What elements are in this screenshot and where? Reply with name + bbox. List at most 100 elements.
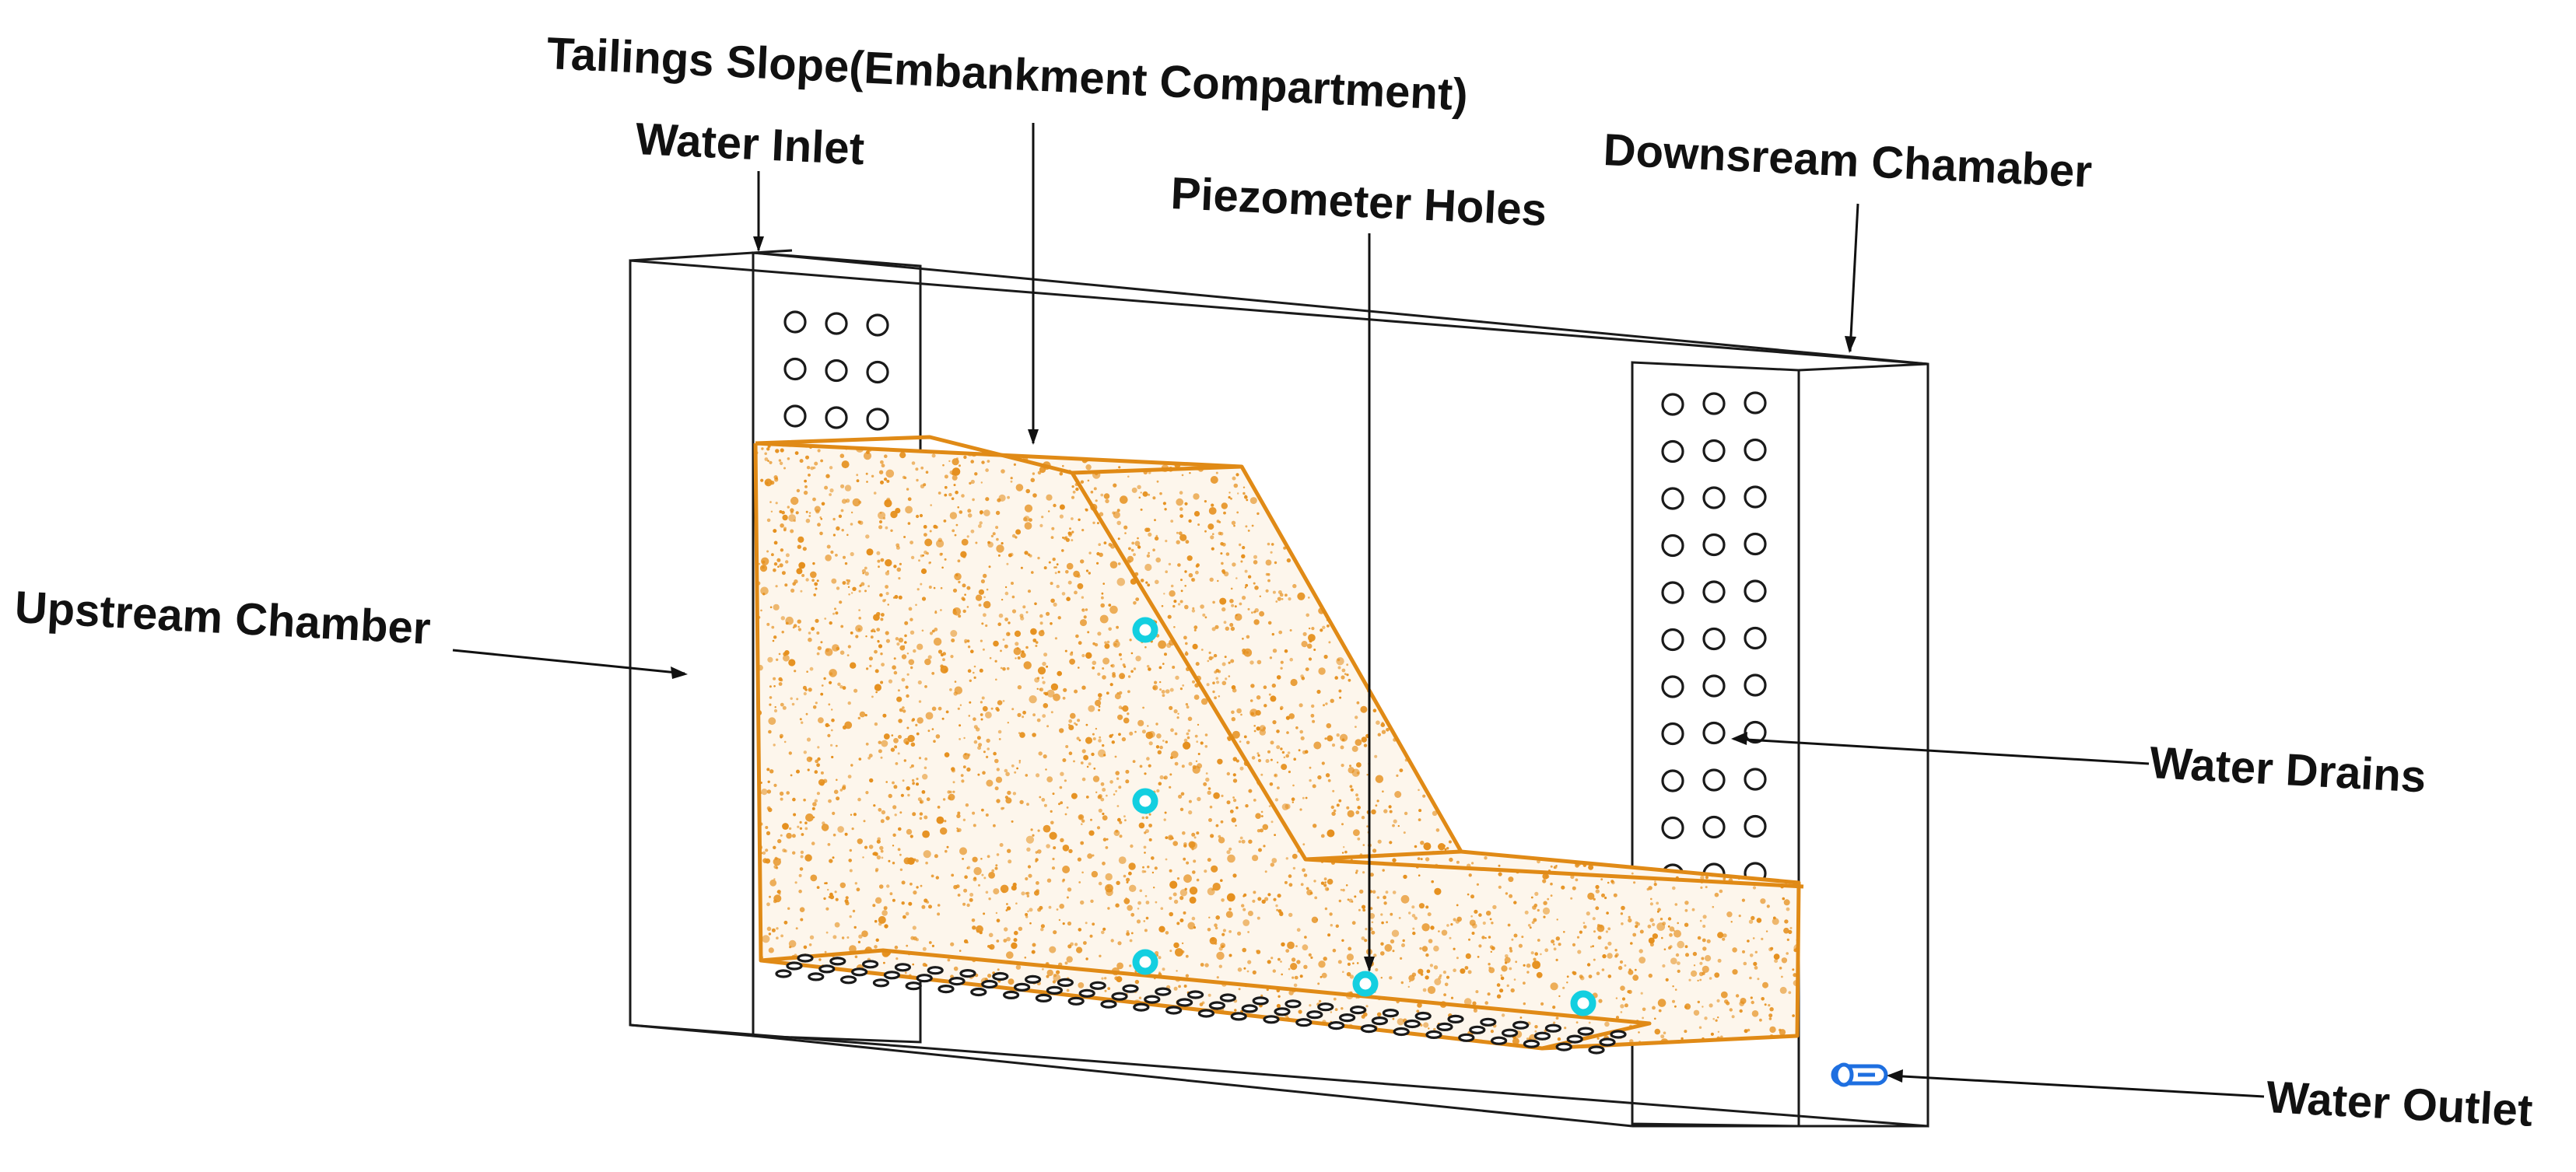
sand-speck [844, 832, 848, 836]
sand-speck [1529, 525, 1536, 532]
sand-speck [1717, 607, 1721, 610]
sand-speck [1281, 764, 1288, 771]
sand-speck [1527, 924, 1531, 927]
sand-speck [1280, 660, 1284, 664]
sand-speck [1165, 443, 1170, 444]
sand-speck [976, 929, 980, 933]
sand-speck [817, 523, 821, 527]
sand-speck [1507, 680, 1512, 685]
sand-speck [1338, 899, 1342, 903]
sand-speck [1200, 604, 1204, 609]
sand-speck [1702, 769, 1705, 771]
sand-speck [1355, 739, 1362, 746]
sand-speck [1534, 1030, 1537, 1033]
sand-speck [1740, 502, 1745, 506]
sand-speck [832, 612, 835, 615]
sand-speck [827, 843, 831, 846]
sand-speck [1763, 1048, 1767, 1052]
sand-speck [1790, 772, 1794, 776]
sand-speck [978, 603, 982, 607]
sand-speck [1497, 785, 1505, 792]
sand-speck [768, 947, 774, 953]
sand-speck [1540, 740, 1543, 742]
sand-speck [1253, 582, 1256, 585]
sand-speck [1167, 1049, 1170, 1052]
sand-speck [1556, 469, 1561, 474]
sand-speck [1086, 765, 1089, 768]
sand-speck [1153, 1023, 1158, 1028]
sand-speck [1016, 767, 1018, 770]
sand-speck [1754, 792, 1758, 796]
sand-speck [1372, 708, 1377, 712]
sand-speck [1638, 949, 1643, 953]
sand-speck [1231, 685, 1236, 690]
sand-speck [1536, 814, 1542, 821]
sand-speck [1628, 968, 1631, 971]
sand-speck [895, 762, 899, 765]
sand-speck [1035, 641, 1039, 644]
sand-speck [1414, 592, 1418, 596]
sand-speck [1693, 964, 1696, 967]
sand-speck [1135, 656, 1141, 662]
sand-speck [1004, 796, 1008, 799]
sand-speck [1398, 519, 1407, 528]
sand-speck [1242, 637, 1244, 640]
sand-speck [773, 845, 776, 850]
sand-speck [1805, 864, 1809, 868]
sand-speck [913, 890, 917, 895]
sand-speck [1357, 837, 1361, 841]
sand-speck [1336, 440, 1339, 443]
sand-speck [975, 594, 983, 601]
sand-speck [903, 536, 906, 538]
sand-speck [1684, 581, 1688, 585]
sand-speck [1172, 892, 1177, 897]
perforation-hole [783, 310, 807, 334]
sand-speck [1332, 948, 1337, 953]
sand-speck [1248, 789, 1253, 793]
sand-speck [1235, 824, 1237, 827]
sand-speck [1587, 892, 1595, 900]
sand-speck [770, 481, 775, 485]
sand-speck [922, 554, 924, 557]
sand-speck [1607, 753, 1612, 757]
sand-speck [1025, 645, 1029, 649]
sand-speck [1545, 656, 1550, 661]
sand-speck [1144, 831, 1147, 834]
sand-speck [1312, 446, 1315, 450]
sand-speck [1248, 839, 1253, 844]
sand-speck [1579, 679, 1583, 684]
sand-speck [1085, 796, 1089, 799]
sand-speck [1586, 963, 1591, 967]
sand-speck [901, 654, 907, 659]
sand-speck [959, 464, 961, 467]
sand-speck [1686, 460, 1692, 467]
sand-speck [832, 856, 835, 859]
sand-speck [1312, 784, 1316, 789]
sand-speck [1575, 599, 1581, 604]
sand-speck [1334, 458, 1337, 461]
sand-speck [1701, 957, 1705, 960]
sand-speck [1092, 666, 1095, 670]
sand-speck [1317, 775, 1322, 780]
sand-speck [1689, 856, 1693, 861]
sand-speck [1139, 764, 1143, 768]
sand-speck [1794, 464, 1798, 468]
sand-speck [988, 565, 991, 569]
sand-speck [1276, 675, 1281, 680]
sand-speck [1666, 797, 1669, 800]
sand-speck [809, 935, 815, 940]
sand-speck [1704, 1016, 1708, 1020]
sand-speck [1786, 829, 1790, 834]
sand-speck [1564, 601, 1568, 606]
sand-speck [1105, 499, 1109, 504]
sand-speck [1192, 1037, 1197, 1042]
sand-speck [1696, 596, 1700, 600]
sand-speck [1127, 675, 1131, 678]
sand-speck [946, 845, 949, 848]
sand-speck [1613, 893, 1617, 897]
sand-speck [1380, 913, 1383, 916]
sand-speck [1146, 1013, 1150, 1016]
sand-speck [1572, 886, 1576, 890]
sand-speck [1480, 569, 1484, 572]
